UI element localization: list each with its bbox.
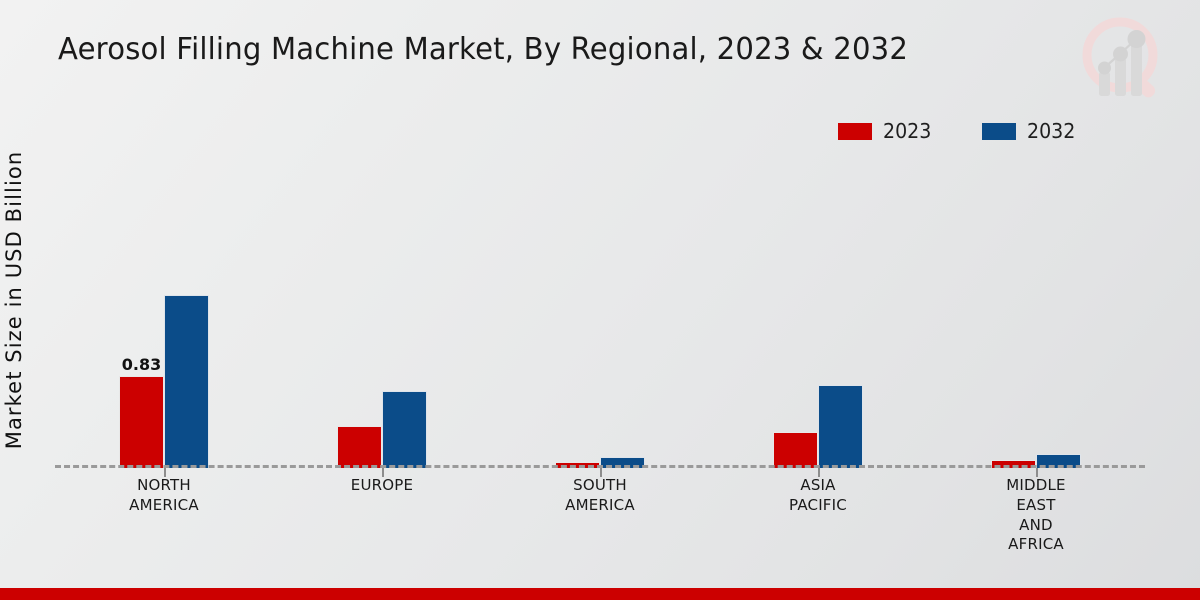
x-axis-labels: NORTH AMERICA EUROPE SOUTH AMERICA ASIA … (55, 476, 1145, 555)
x-label-line: AFRICA (1008, 535, 1064, 554)
plot-area: 0.83 (55, 150, 1145, 477)
x-label-line: AMERICA (565, 495, 635, 514)
x-label-europe: EUROPE (273, 476, 491, 555)
chart-legend: 2023 2032 (838, 121, 1078, 141)
legend-item-2023[interactable]: 2023 (838, 121, 934, 141)
bar-chart-icon (1099, 43, 1142, 96)
bar-2032-asia-pacific[interactable] (818, 385, 863, 468)
bar-group-europe (273, 150, 491, 477)
footer-accent-bar (0, 588, 1200, 600)
legend-item-2032[interactable]: 2032 (982, 121, 1078, 141)
x-tick-europe (382, 468, 384, 477)
bar-group-asia-pacific (709, 150, 927, 477)
x-tick-north-america (164, 468, 166, 477)
y-axis-title: Market Size in USD Billion (2, 150, 26, 450)
bar-2032-europe[interactable] (382, 391, 427, 468)
x-label-line: AND (1019, 515, 1053, 534)
bar-2023-middle-east-and-africa[interactable] (991, 460, 1036, 468)
trend-dots-icon (1098, 30, 1146, 75)
x-label-line: PACIFIC (789, 495, 847, 514)
legend-label-2032: 2032 (1027, 119, 1076, 143)
x-label-north-america: NORTH AMERICA (55, 476, 273, 555)
x-tick-south-america (600, 468, 602, 477)
x-label-asia-pacific: ASIA PACIFIC (709, 476, 927, 555)
magnifier-ring-icon (1082, 17, 1158, 98)
bar-2023-asia-pacific[interactable] (773, 432, 818, 468)
x-label-line: AMERICA (129, 495, 199, 514)
bar-2032-south-america[interactable] (600, 457, 645, 468)
x-tick-middle-east-and-africa (1036, 468, 1038, 477)
x-axis-baseline (55, 465, 1145, 468)
bar-groups: 0.83 (55, 150, 1145, 477)
x-label-line: NORTH (137, 476, 191, 494)
x-tick-asia-pacific (818, 468, 820, 477)
bar-group-middle-east-and-africa (927, 150, 1145, 477)
x-label-line: ASIA (800, 476, 836, 494)
bar-value-label-north-america-2023: 0.83 (121, 355, 162, 374)
bar-2023-europe[interactable] (337, 426, 382, 468)
x-label-middle-east-and-africa: MIDDLE EAST AND AFRICA (927, 476, 1145, 555)
market-research-future-watermark-logo (1070, 8, 1178, 112)
bar-2032-north-america[interactable] (164, 295, 209, 468)
bar-2032-middle-east-and-africa[interactable] (1036, 454, 1081, 468)
chart-title: Aerosol Filling Machine Market, By Regio… (58, 32, 909, 67)
x-label-line: EUROPE (350, 476, 414, 494)
x-label-line: EAST (1016, 495, 1056, 514)
legend-swatch-2023 (838, 122, 873, 140)
x-label-line: SOUTH (573, 476, 627, 494)
bar-2023-north-america[interactable]: 0.83 (119, 355, 164, 468)
x-label-line: MIDDLE (1006, 476, 1066, 494)
legend-swatch-2032 (982, 122, 1017, 140)
x-label-south-america: SOUTH AMERICA (491, 476, 709, 555)
bar-group-south-america (491, 150, 709, 477)
legend-label-2023: 2023 (883, 119, 932, 143)
bar-group-north-america: 0.83 (55, 150, 273, 477)
